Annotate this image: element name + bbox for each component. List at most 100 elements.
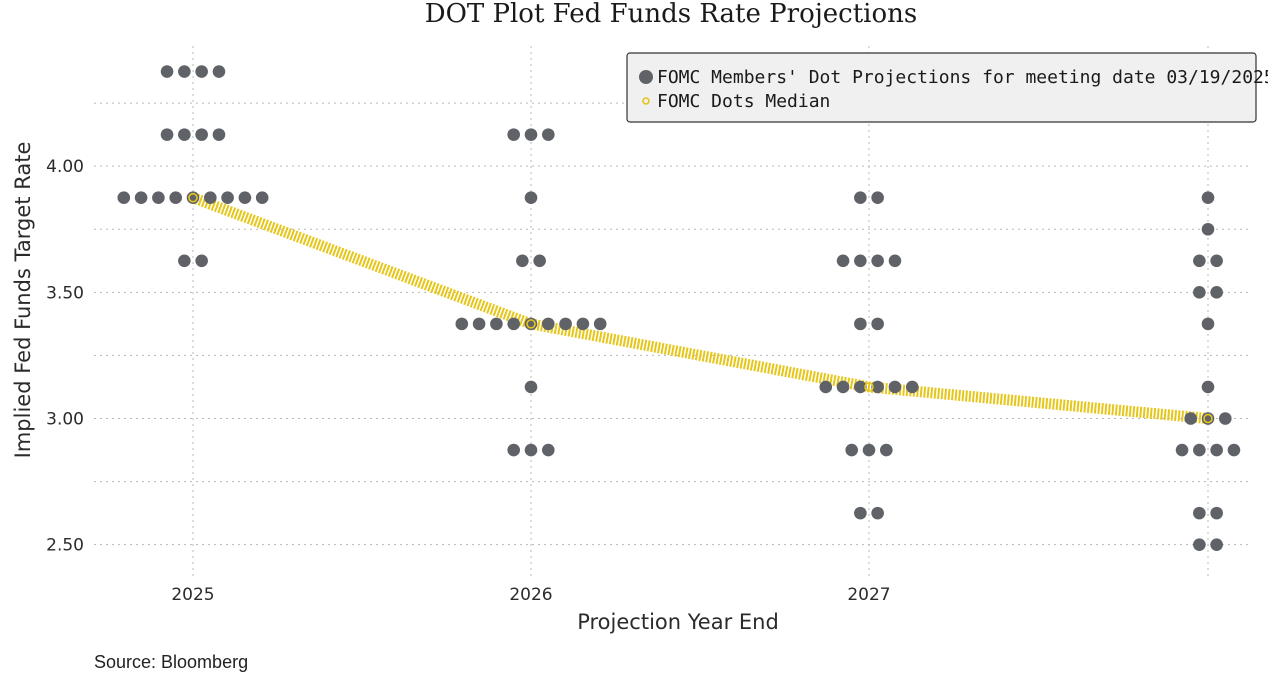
- legend-box: [626, 52, 1257, 123]
- dot-projection: [524, 443, 538, 457]
- dot-projection: [1210, 254, 1223, 268]
- dot-projection: [905, 380, 919, 394]
- dot-projection: [178, 65, 191, 78]
- median-line: [191, 192, 1209, 424]
- dot-projection: [195, 65, 208, 78]
- y-tick-label: 3.00: [46, 410, 84, 430]
- dot-projection: [507, 443, 520, 457]
- y-axis-label: Implied Fed Funds Target Rate: [11, 142, 35, 459]
- dot-projection: [1210, 538, 1223, 551]
- dot-projection: [1201, 191, 1215, 205]
- x-tick-label: 2025: [171, 585, 214, 605]
- dot-projection: [542, 317, 555, 331]
- dot-projection: [836, 380, 850, 394]
- dot-projection: [472, 317, 486, 331]
- dot-projection: [1210, 286, 1223, 299]
- dot-projection: [845, 443, 858, 457]
- legend-median-marker: [642, 97, 650, 105]
- dot-projection: [455, 317, 469, 331]
- x-tick-label: 2026: [509, 585, 552, 605]
- dot-projection: [255, 191, 269, 205]
- dot-projection: [117, 191, 131, 205]
- dot-projection: [854, 317, 867, 331]
- dot-projection: [542, 443, 555, 457]
- dot-projection: [888, 380, 902, 394]
- legend-dot-marker: [639, 70, 653, 84]
- dot-projection: [854, 254, 867, 268]
- dot-projection: [533, 254, 546, 268]
- dot-projection: [178, 128, 191, 141]
- median-point: [526, 319, 536, 329]
- dot-projections: [117, 65, 1241, 551]
- dot-projection: [559, 317, 572, 331]
- dot-projection: [542, 128, 555, 141]
- gridlines: [94, 46, 1252, 580]
- dot-projection: [836, 254, 850, 268]
- dot-projection: [134, 191, 148, 205]
- dot-projection: [195, 128, 208, 141]
- dot-projection: [593, 317, 607, 331]
- dot-projection: [871, 191, 884, 205]
- dot-projection: [1210, 443, 1223, 457]
- dot-projection: [1193, 443, 1206, 457]
- legend-dots-label: FOMC Members' Dot Projections for meetin…: [657, 67, 1268, 88]
- dot-projection: [854, 506, 867, 520]
- dot-projection: [238, 191, 252, 205]
- dot-projection: [1193, 254, 1206, 268]
- legend-median-label: FOMC Dots Median: [657, 91, 830, 112]
- dot-projection: [871, 506, 884, 520]
- dot-projection: [1210, 506, 1223, 520]
- dot-projection: [212, 128, 226, 141]
- dot-projection: [490, 317, 503, 331]
- dot-projection: [871, 254, 884, 268]
- dot-projection: [819, 380, 833, 394]
- y-tick-label: 4.00: [46, 157, 84, 177]
- dot-projection: [524, 191, 538, 205]
- dot-projection: [212, 65, 226, 78]
- dot-projection: [1193, 538, 1206, 551]
- y-tick-label: 2.50: [46, 536, 84, 556]
- dot-projection: [1201, 317, 1215, 331]
- y-tick-label: 3.50: [46, 283, 84, 303]
- dot-projection: [576, 317, 590, 331]
- dot-projection: [854, 380, 867, 394]
- median-points: [188, 192, 1213, 424]
- dot-projection: [1184, 412, 1197, 425]
- x-axis-label: Projection Year End: [577, 610, 779, 634]
- chart-title: DOT Plot Fed Funds Rate Projections: [425, 0, 918, 29]
- dot-projection: [169, 191, 182, 205]
- dot-projection: [160, 65, 174, 78]
- dot-projection: [1201, 222, 1215, 236]
- dot-projection: [1201, 380, 1215, 394]
- dot-projection: [195, 254, 208, 268]
- dot-projection: [507, 317, 520, 331]
- dot-projection: [524, 128, 538, 141]
- dot-projection: [524, 380, 538, 394]
- dot-projection: [854, 191, 867, 205]
- median-point: [1203, 413, 1213, 424]
- median-point: [188, 192, 198, 203]
- dot-projection: [880, 443, 893, 457]
- dot-projection: [888, 254, 902, 268]
- dot-projection: [862, 443, 876, 457]
- dot-projection: [516, 254, 529, 268]
- dot-projection: [1193, 286, 1206, 299]
- legend: FOMC Members' Dot Projections for meetin…: [626, 52, 1268, 123]
- median-point: [864, 382, 874, 392]
- dot-projection: [1227, 443, 1241, 457]
- dot-projection: [204, 191, 217, 205]
- x-axis-ticks: 2025 2026 2027: [171, 585, 890, 605]
- dot-projection: [1219, 412, 1232, 425]
- dot-projection: [221, 191, 234, 205]
- source-note: Source: Bloomberg: [94, 652, 249, 672]
- dot-projection: [152, 191, 165, 205]
- y-axis-ticks: 4.00 3.50 3.00 2.50: [46, 157, 84, 556]
- dot-projection: [871, 317, 884, 331]
- dot-projection: [178, 254, 191, 268]
- dot-projection: [1193, 506, 1206, 520]
- dot-projection: [160, 128, 174, 141]
- x-tick-label: 2027: [847, 585, 890, 605]
- dot-projection: [1175, 443, 1189, 457]
- dot-projection: [871, 380, 884, 394]
